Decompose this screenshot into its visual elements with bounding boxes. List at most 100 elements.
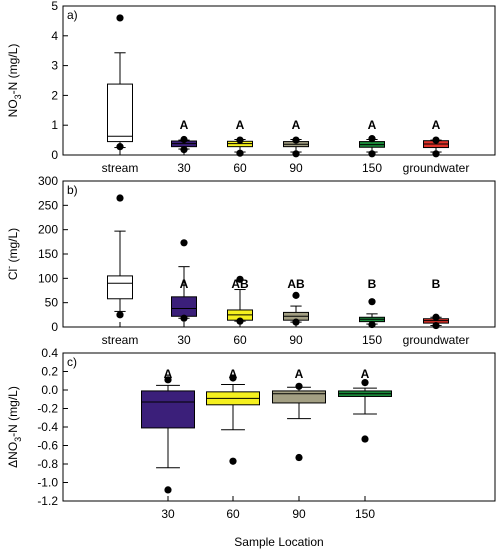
- outlier-point: [368, 320, 376, 329]
- x-tick-label: stream: [102, 333, 139, 347]
- outlier-point: [116, 143, 124, 151]
- outlier-point: [432, 313, 440, 321]
- box-60: 60 A: [227, 118, 253, 175]
- x-tick-label: stream: [102, 161, 139, 175]
- significance-letter: A: [368, 118, 377, 132]
- outlier-point: [180, 146, 188, 154]
- box-body: [171, 296, 197, 317]
- y-tick-label: 200: [38, 223, 58, 237]
- significance-letter: A: [164, 367, 173, 381]
- box-groundwater: groundwater B: [403, 277, 470, 347]
- x-tick-label: 60: [233, 333, 247, 347]
- significance-letter: A: [180, 118, 189, 132]
- significance-letter: A: [432, 118, 441, 132]
- x-tick-label: 150: [355, 507, 375, 521]
- box-30: 30 A: [141, 367, 195, 521]
- outlier-point: [116, 311, 124, 319]
- significance-letter: B: [432, 277, 441, 291]
- box-stream: stream: [102, 194, 139, 347]
- outlier-point: [116, 14, 124, 22]
- significance-letter: B: [368, 277, 377, 291]
- x-tick-label: 150: [362, 333, 382, 347]
- significance-letter: A: [295, 367, 304, 381]
- y-axis-label: ΔNO3-N (mg/L): [6, 386, 23, 468]
- outlier-point: [180, 135, 188, 144]
- outlier-point: [229, 374, 237, 382]
- panel-3: c) -1.2 -1.0 -0.8 -0.6 -0.4 -0.2 0.0 0.2 0.4 ΔNO3-…: [6, 346, 496, 549]
- outlier-point: [361, 435, 369, 443]
- y-tick-label: -0.6: [37, 439, 58, 453]
- box-body: [272, 390, 326, 404]
- box-body: [107, 275, 133, 300]
- outlier-point: [361, 379, 369, 387]
- panel-label: b): [67, 183, 78, 197]
- y-tick-label: 300: [38, 174, 58, 188]
- y-tick-label: 2: [51, 88, 58, 102]
- panel-1: a) 0 1 2 3 4 5 NO3-N (mg/L) stream 30 A 60 A 90 A 150 Ag…: [6, 0, 496, 175]
- outlier-point: [432, 150, 440, 158]
- outlier-point: [236, 275, 244, 283]
- significance-letter: AB: [287, 277, 305, 291]
- box-body: [107, 83, 133, 143]
- x-tick-label: 30: [161, 507, 175, 521]
- outlier-point: [295, 453, 303, 462]
- box-stream: stream: [102, 14, 139, 175]
- outlier-point: [164, 486, 172, 494]
- y-axis-label: NO3-N (mg/L): [6, 44, 23, 118]
- box-body: [141, 390, 195, 429]
- box-60: 60 AB: [227, 275, 253, 347]
- y-tick-label: 0: [51, 320, 58, 334]
- y-tick-label: 50: [45, 296, 59, 310]
- x-tick-label: 90: [292, 507, 306, 521]
- outlier-point: [164, 376, 172, 384]
- x-tick-label: 30: [177, 333, 191, 347]
- significance-letter: A: [180, 277, 189, 291]
- x-tick-label: 90: [289, 161, 303, 175]
- x-tick-label: 30: [177, 161, 191, 175]
- significance-letter: A: [236, 118, 245, 132]
- box-30: 30 A: [171, 239, 197, 347]
- y-tick-label: -0.2: [37, 402, 58, 416]
- panel-label: a): [67, 8, 78, 22]
- y-tick-label: -1.2: [37, 494, 58, 508]
- outlier-point: [368, 150, 376, 158]
- outlier-point: [292, 136, 300, 144]
- plot-frame: [62, 5, 496, 156]
- y-tick-label: 0.0: [41, 383, 58, 397]
- outlier-point: [368, 135, 376, 143]
- y-tick-label: 4: [51, 29, 58, 43]
- box-groundwater: groundwater A: [403, 118, 470, 175]
- panel-label: c): [67, 355, 77, 369]
- outlier-point: [292, 150, 300, 158]
- y-tick-label: 1: [51, 118, 58, 132]
- y-tick-label: 0.2: [41, 365, 58, 379]
- x-tick-label: groundwater: [403, 161, 470, 175]
- x-tick-label: 90: [289, 333, 303, 347]
- plot-frame: [62, 180, 496, 328]
- y-tick-label: 100: [38, 271, 58, 285]
- outlier-point: [292, 291, 300, 299]
- outlier-point: [180, 314, 188, 322]
- box-150: 150 A: [359, 118, 385, 175]
- outlier-point: [116, 194, 124, 202]
- box-90: 90 A: [283, 118, 309, 175]
- y-tick-label: 0.4: [41, 346, 58, 360]
- box-150: 150 A: [338, 367, 392, 521]
- outlier-point: [292, 318, 300, 326]
- x-axis-label: Sample Location: [234, 535, 323, 549]
- outlier-point: [180, 239, 188, 247]
- box-30: 30 A: [171, 118, 197, 175]
- y-tick-label: 150: [38, 247, 58, 261]
- y-tick-label: 3: [51, 59, 58, 73]
- box-90: 90 AB: [283, 277, 309, 347]
- x-tick-label: 60: [233, 161, 247, 175]
- y-tick-label: 5: [51, 0, 58, 13]
- outlier-point: [295, 382, 303, 390]
- y-axis-label: Cl- (mg/L): [4, 228, 20, 280]
- box-60: 60 A: [206, 367, 260, 521]
- significance-letter: A: [361, 367, 370, 381]
- outlier-point: [368, 298, 376, 306]
- outlier-point: [236, 149, 244, 157]
- outlier-point: [236, 317, 244, 325]
